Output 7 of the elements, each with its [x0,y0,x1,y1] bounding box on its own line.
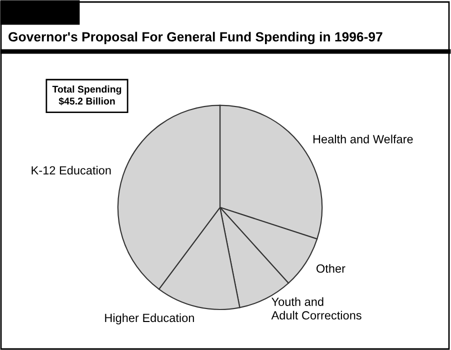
text: Total Spending $45.2 Billion [52,86,122,106]
slice-label: K-12 Education [32,166,111,175]
slice-label: Higher Education [105,313,194,324]
chart-title: Governor's Proposal For General Fund Spending in 1996-97 [8,32,382,44]
slice-label: Health and Welfare [313,134,413,144]
slice-label: Other [316,264,346,273]
slice-label: Youth and Adult Corrections [271,297,362,320]
